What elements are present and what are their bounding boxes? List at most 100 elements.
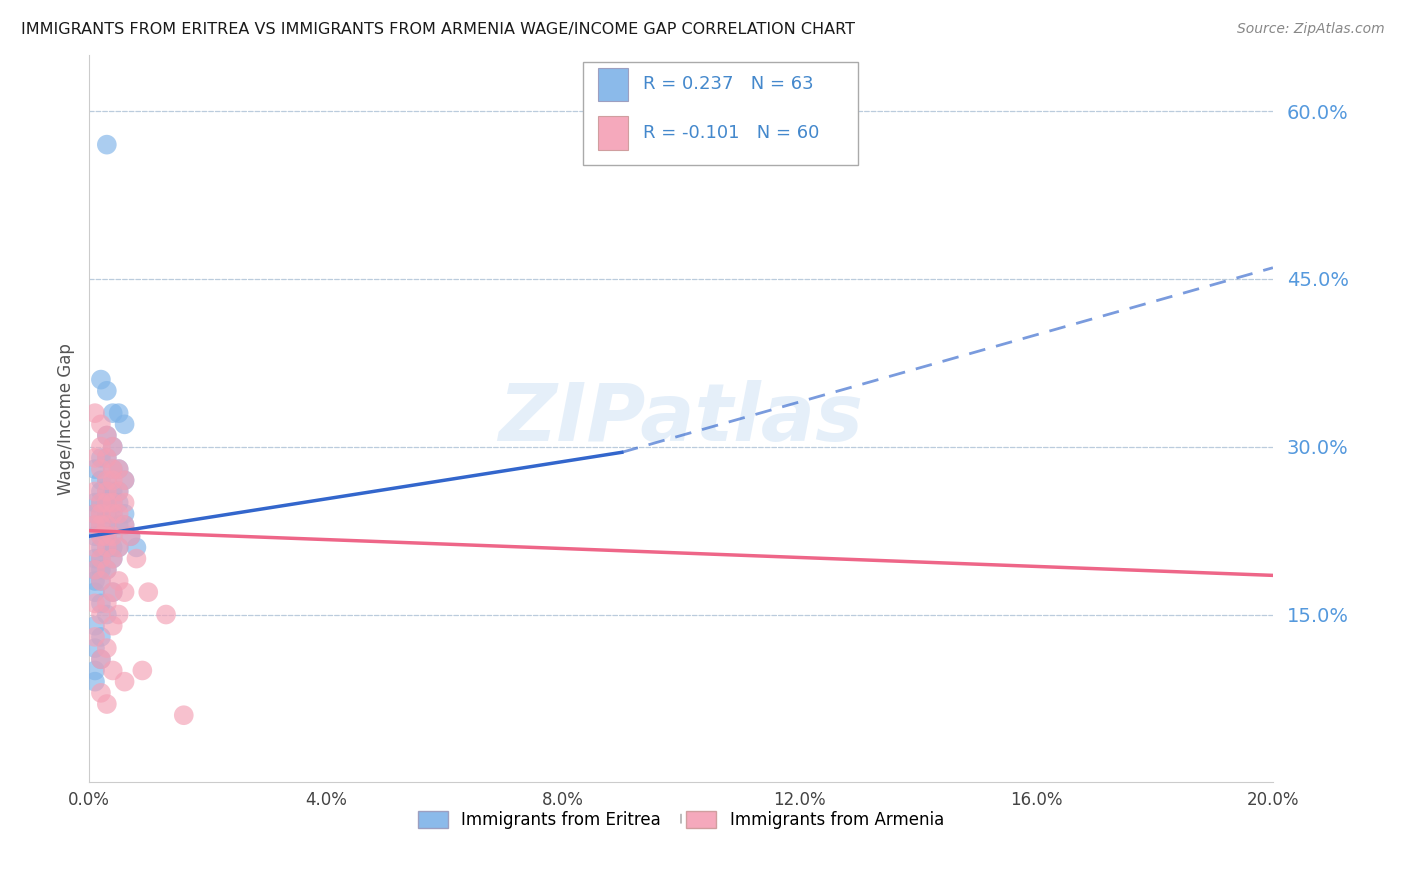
Point [101, 440, 124, 454]
Point [90, 484, 112, 499]
Point [96, 541, 118, 555]
Point [173, 708, 195, 723]
Point [84, 529, 107, 543]
Point [84, 596, 107, 610]
Point [84, 563, 107, 577]
Point [136, 585, 159, 599]
Point [96, 507, 118, 521]
Point [90, 652, 112, 666]
Point [90, 529, 112, 543]
Y-axis label: Wage/Income Gap: Wage/Income Gap [58, 343, 75, 495]
Point [90, 373, 112, 387]
Point [114, 473, 136, 487]
Point [107, 541, 129, 555]
Point [84, 563, 107, 577]
Point [96, 428, 118, 442]
Point [114, 674, 136, 689]
Point [114, 507, 136, 521]
Point [101, 529, 124, 543]
Point [101, 484, 124, 499]
Point [96, 450, 118, 465]
Point [90, 607, 112, 622]
Point [84, 664, 107, 678]
Point [114, 585, 136, 599]
Point [90, 574, 112, 588]
Point [101, 473, 124, 487]
Point [114, 473, 136, 487]
Point [96, 607, 118, 622]
Point [96, 563, 118, 577]
Point [84, 484, 107, 499]
Point [101, 462, 124, 476]
Point [84, 450, 107, 465]
Point [107, 496, 129, 510]
Point [125, 541, 148, 555]
Point [96, 384, 118, 398]
Point [96, 450, 118, 465]
Point [90, 518, 112, 533]
Point [96, 529, 118, 543]
Point [84, 462, 107, 476]
Point [101, 507, 124, 521]
Legend: Immigrants from Eritrea, Immigrants from Armenia: Immigrants from Eritrea, Immigrants from… [412, 805, 950, 836]
Point [90, 596, 112, 610]
Point [120, 529, 142, 543]
Point [131, 664, 153, 678]
Point [90, 507, 112, 521]
Point [125, 551, 148, 566]
Point [96, 563, 118, 577]
Point [96, 541, 118, 555]
Point [107, 507, 129, 521]
Point [107, 462, 129, 476]
Point [96, 484, 118, 499]
Point [107, 484, 129, 499]
Point [90, 462, 112, 476]
Point [96, 518, 118, 533]
Point [107, 462, 129, 476]
Point [107, 518, 129, 533]
Text: R = 0.237   N = 63: R = 0.237 N = 63 [643, 76, 813, 94]
Point [107, 607, 129, 622]
Point [96, 473, 118, 487]
Point [90, 529, 112, 543]
Point [84, 585, 107, 599]
Point [107, 574, 129, 588]
Point [101, 406, 124, 420]
Point [101, 585, 124, 599]
Point [120, 529, 142, 543]
Point [96, 473, 118, 487]
Point [96, 137, 118, 152]
Point [96, 697, 118, 711]
Point [107, 541, 129, 555]
Point [84, 541, 107, 555]
Point [84, 574, 107, 588]
Text: ZIPatlas: ZIPatlas [499, 380, 863, 458]
Point [114, 518, 136, 533]
Point [96, 484, 118, 499]
Text: Source: ZipAtlas.com: Source: ZipAtlas.com [1237, 22, 1385, 37]
Point [84, 507, 107, 521]
Point [101, 462, 124, 476]
Point [101, 529, 124, 543]
Point [96, 596, 118, 610]
Point [114, 518, 136, 533]
Point [84, 641, 107, 656]
Point [101, 507, 124, 521]
Point [101, 496, 124, 510]
Point [90, 551, 112, 566]
Point [107, 406, 129, 420]
Point [84, 496, 107, 510]
Point [101, 551, 124, 566]
Point [114, 417, 136, 432]
Point [107, 484, 129, 499]
Point [101, 551, 124, 566]
Point [90, 551, 112, 566]
Point [90, 518, 112, 533]
Point [90, 686, 112, 700]
Text: R = -0.101   N = 60: R = -0.101 N = 60 [643, 124, 818, 142]
Point [84, 630, 107, 644]
Point [96, 641, 118, 656]
Point [90, 541, 112, 555]
Point [90, 574, 112, 588]
Point [96, 518, 118, 533]
